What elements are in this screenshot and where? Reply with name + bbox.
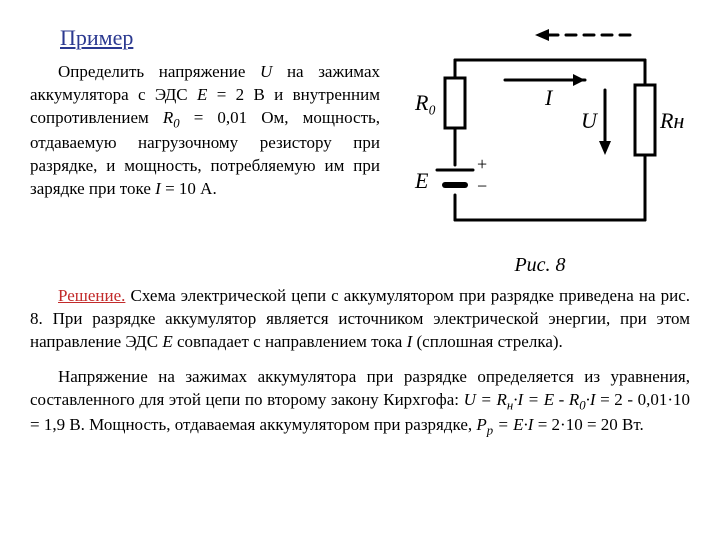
solution-intro: Решение. Схема электрической цепи с акку… <box>30 285 690 354</box>
label-I: I <box>544 85 554 110</box>
solution-calc: Напряжение на зажимах аккумулятора при р… <box>30 366 690 440</box>
figure-caption: Рис. 8 <box>390 254 690 277</box>
label-U: U <box>581 108 599 133</box>
circuit-diagram: R₀ E + − I U Rн <box>395 20 685 250</box>
label-plus: + <box>477 154 487 174</box>
label-Rn: Rн <box>659 108 684 133</box>
label-minus: − <box>477 176 487 196</box>
label-E: E <box>414 168 429 193</box>
problem-text: Определить напряжение U на зажимах аккум… <box>30 61 380 201</box>
heading-example: Пример <box>60 25 380 51</box>
label-R0: R₀ <box>414 90 436 115</box>
